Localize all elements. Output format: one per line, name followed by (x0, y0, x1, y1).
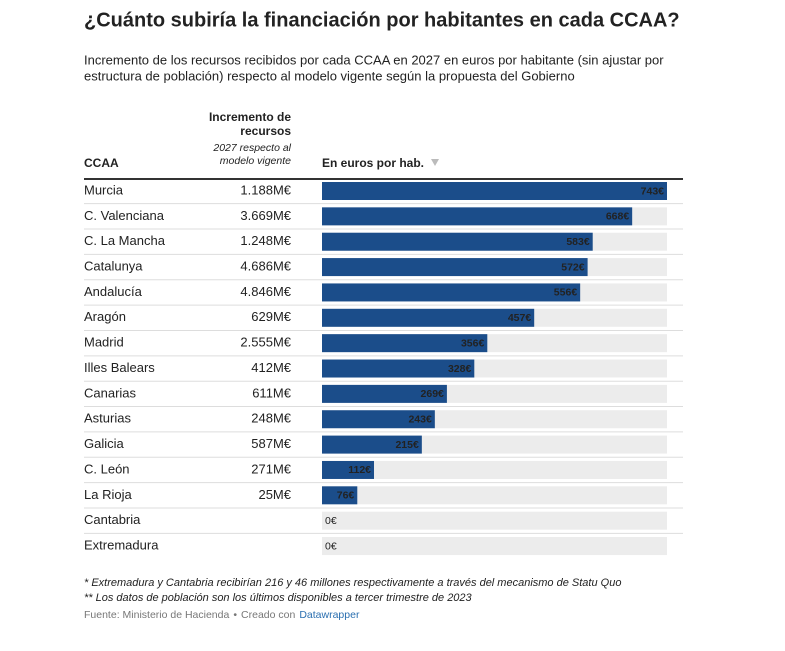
increase-value: 1.188M€ (240, 182, 291, 197)
increase-value: 248M€ (251, 411, 292, 426)
row-label: Extremadura (84, 537, 159, 552)
row-label: La Rioja (84, 487, 132, 502)
bar (322, 359, 475, 378)
bar (322, 283, 581, 302)
column-header: En euros por hab. (322, 156, 424, 170)
increase-value: 4.686M€ (240, 259, 291, 274)
row-label: Illes Balears (84, 360, 155, 375)
bar-value-label: 215€ (395, 439, 419, 451)
row-label: Murcia (84, 182, 124, 197)
bar-value-label: 0€ (325, 515, 337, 527)
row-label: Canarias (84, 385, 137, 400)
increase-value: 1.248M€ (240, 233, 291, 248)
bar (322, 384, 447, 403)
bar-track (322, 460, 667, 479)
bar-value-label: 76€ (337, 490, 355, 502)
footer-separator: • (233, 609, 237, 621)
chart-title: ¿Cuánto subiría la financiación por habi… (84, 9, 680, 31)
row-label: Madrid (84, 335, 124, 350)
row-label: Cantabria (84, 512, 141, 527)
bar (322, 308, 535, 327)
footer-source: Fuente: Ministerio de Hacienda (84, 609, 229, 621)
bar (322, 258, 588, 277)
increase-value: 2.555M€ (240, 335, 291, 350)
bar (322, 232, 593, 251)
increase-value: 271M€ (251, 461, 292, 476)
column-note: 2027 respecto al (212, 142, 291, 154)
bar-value-label: 556€ (554, 287, 578, 299)
row-label: C. León (84, 461, 130, 476)
footnote: ** Los datos de población son los último… (84, 592, 473, 604)
bar-value-label: 743€ (641, 185, 665, 197)
increase-value: 587M€ (251, 436, 292, 451)
subtitle: Incremento de los recursos recibidos por… (84, 52, 664, 67)
column-header: CCAA (84, 156, 119, 170)
row-label: C. La Mancha (84, 233, 166, 248)
row-label: C. Valenciana (84, 208, 165, 223)
increase-value: 629M€ (251, 309, 292, 324)
increase-value: 3.669M€ (240, 208, 291, 223)
bar-value-label: 457€ (508, 312, 532, 324)
row-label: Aragón (84, 309, 126, 324)
bar (322, 460, 375, 479)
row-label: Asturias (84, 411, 131, 426)
row-label: Catalunya (84, 259, 143, 274)
bar-value-label: 0€ (325, 540, 337, 552)
bar-value-label: 356€ (461, 337, 485, 349)
credit-link[interactable]: Datawrapper (299, 609, 360, 621)
increase-value: 4.846M€ (240, 284, 291, 299)
bar (322, 182, 667, 200)
bar-track (322, 511, 667, 530)
bar-track (322, 486, 667, 505)
footnote: * Extremadura y Cantabria recibirían 216… (84, 577, 621, 589)
bar (322, 207, 633, 226)
bar-value-label: 243€ (408, 414, 432, 426)
increase-value: 611M€ (252, 385, 292, 400)
increase-value: 25M€ (258, 487, 291, 502)
bar (322, 334, 488, 353)
bar (322, 486, 358, 505)
column-header: Incremento de (209, 110, 291, 124)
row-label: Galicia (84, 436, 125, 451)
bar-track (322, 537, 667, 556)
bar-value-label: 583€ (566, 236, 590, 248)
bar-value-label: 269€ (421, 388, 445, 400)
footer-credit: Creado con (241, 609, 295, 621)
source: Fuente: Ministerio de Hacienda • Creado co… (84, 609, 360, 621)
increase-value: 412M€ (251, 360, 292, 375)
bar (322, 435, 422, 454)
bar-value-label: 572€ (561, 261, 585, 273)
bar-value-label: 112€ (348, 464, 371, 476)
subtitle: estructura de población) respecto al mod… (84, 68, 575, 83)
sort-icon[interactable] (431, 159, 439, 166)
bar-value-label: 328€ (448, 363, 472, 375)
bar-value-label: 668€ (606, 211, 630, 223)
column-note: modelo vigente (220, 155, 291, 167)
row-label: Andalucía (84, 284, 143, 299)
bar (322, 410, 435, 429)
column-header: recursos (240, 124, 291, 138)
